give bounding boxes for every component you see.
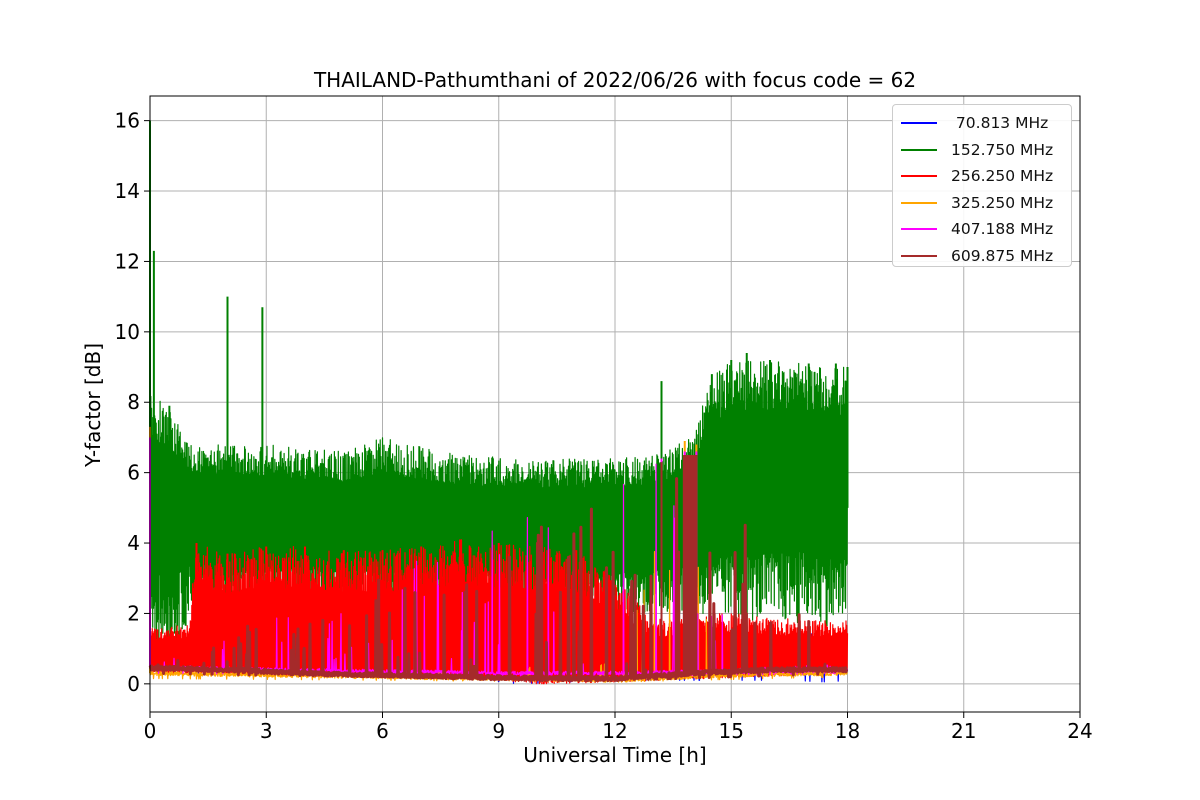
legend-swatch — [901, 201, 937, 204]
legend-label: 609.875 MHz — [951, 246, 1054, 265]
legend-item: 609.875 MHz — [901, 243, 1063, 270]
legend-item: 70.813 MHz — [901, 110, 1063, 137]
x-axis-label: Universal Time [h] — [523, 743, 707, 767]
y-tick-label: 10 — [115, 320, 140, 344]
chart-title: THAILAND-Pathumthani of 2022/06/26 with … — [313, 68, 917, 92]
legend-swatch — [901, 148, 937, 151]
y-tick-label: 4 — [127, 531, 140, 555]
series-band-brown — [682, 455, 697, 674]
legend-swatch — [901, 254, 937, 257]
x-tick-label: 18 — [835, 719, 860, 743]
y-tick-label: 2 — [127, 601, 140, 625]
x-tick-label: 6 — [376, 719, 389, 743]
x-tick-label: 21 — [951, 719, 976, 743]
legend-label: 325.250 MHz — [951, 193, 1054, 212]
y-tick-label: 12 — [115, 249, 140, 273]
x-tick-label: 12 — [602, 719, 627, 743]
legend-item: 325.250 MHz — [901, 190, 1063, 217]
legend-item: 407.188 MHz — [901, 216, 1063, 243]
x-tick-label: 9 — [492, 719, 505, 743]
legend-label: 152.750 MHz — [951, 140, 1054, 159]
y-axis-label: Y-factor [dB] — [81, 342, 105, 468]
legend-item: 152.750 MHz — [901, 137, 1063, 164]
x-tick-label: 3 — [260, 719, 273, 743]
x-tick-label: 0 — [144, 719, 157, 743]
y-tick-label: 8 — [127, 390, 140, 414]
y-tick-label: 16 — [115, 109, 140, 133]
series-line-5 — [148, 477, 849, 683]
legend-swatch — [901, 122, 937, 125]
legend-item: 256.250 MHz — [901, 163, 1063, 190]
y-tick-label: 6 — [127, 461, 140, 485]
legend-swatch — [901, 228, 937, 231]
y-tick-label: 0 — [127, 672, 140, 696]
legend-label: 256.250 MHz — [951, 167, 1054, 186]
y-tick-label: 14 — [115, 179, 140, 203]
legend: 70.813 MHz 152.750 MHz 256.250 MHz 325.250 … — [892, 104, 1072, 267]
legend-swatch — [901, 175, 937, 178]
x-tick-label: 24 — [1067, 719, 1092, 743]
legend-label: 70.813 MHz — [951, 114, 1049, 133]
x-tick-label: 15 — [719, 719, 744, 743]
legend-label: 407.188 MHz — [951, 220, 1054, 239]
